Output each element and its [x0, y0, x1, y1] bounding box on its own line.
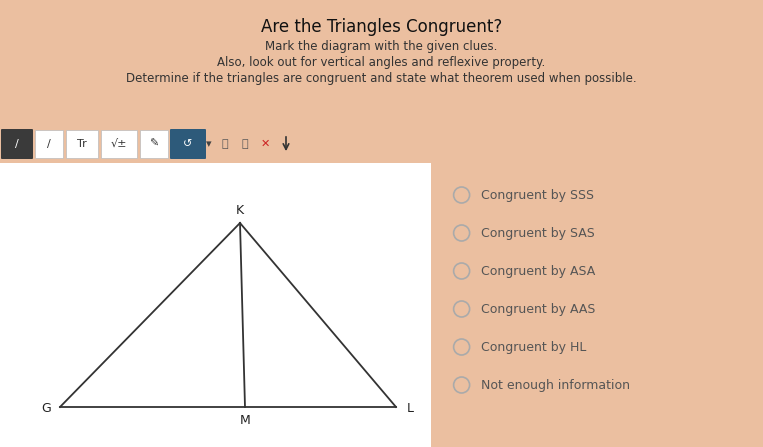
Text: Tr: Tr [77, 139, 87, 149]
Bar [0, 128, 427, 163]
Text: ✎: ✎ [150, 139, 159, 149]
Text: Determine if the triangles are congruent and state what theorem used when possib: Determine if the triangles are congruent… [126, 72, 637, 85]
Text: K: K [236, 204, 244, 218]
FancyBboxPatch shape [170, 129, 206, 159]
Text: M: M [240, 414, 250, 427]
Text: ⌢: ⌢ [242, 139, 248, 149]
Bar [0, 163, 431, 447]
FancyBboxPatch shape [101, 130, 137, 158]
Text: √±: √± [111, 139, 127, 149]
Text: ↺: ↺ [183, 139, 193, 149]
FancyBboxPatch shape [66, 130, 98, 158]
Text: Not enough information: Not enough information [481, 379, 629, 392]
Text: Congruent by ASA: Congruent by ASA [481, 265, 595, 278]
FancyBboxPatch shape [1, 129, 33, 159]
Text: Congruent by HL: Congruent by HL [481, 341, 586, 354]
FancyBboxPatch shape [35, 130, 63, 158]
Text: /: / [47, 139, 51, 149]
Text: /: / [15, 139, 19, 149]
Text: Mark the diagram with the given clues.: Mark the diagram with the given clues. [266, 40, 497, 53]
FancyBboxPatch shape [140, 130, 168, 158]
Text: ✕: ✕ [260, 139, 269, 149]
Text: L: L [407, 402, 414, 416]
Text: Congruent by SAS: Congruent by SAS [481, 227, 594, 240]
Text: ⌢: ⌢ [222, 139, 228, 149]
Text: Are the Triangles Congruent?: Are the Triangles Congruent? [261, 18, 502, 36]
Text: G: G [41, 402, 51, 416]
Text: Congruent by AAS: Congruent by AAS [481, 303, 595, 316]
Text: Also, look out for vertical angles and reflexive property.: Also, look out for vertical angles and r… [217, 56, 546, 69]
Text: Congruent by SSS: Congruent by SSS [481, 189, 594, 202]
Text: ▾: ▾ [206, 139, 212, 149]
